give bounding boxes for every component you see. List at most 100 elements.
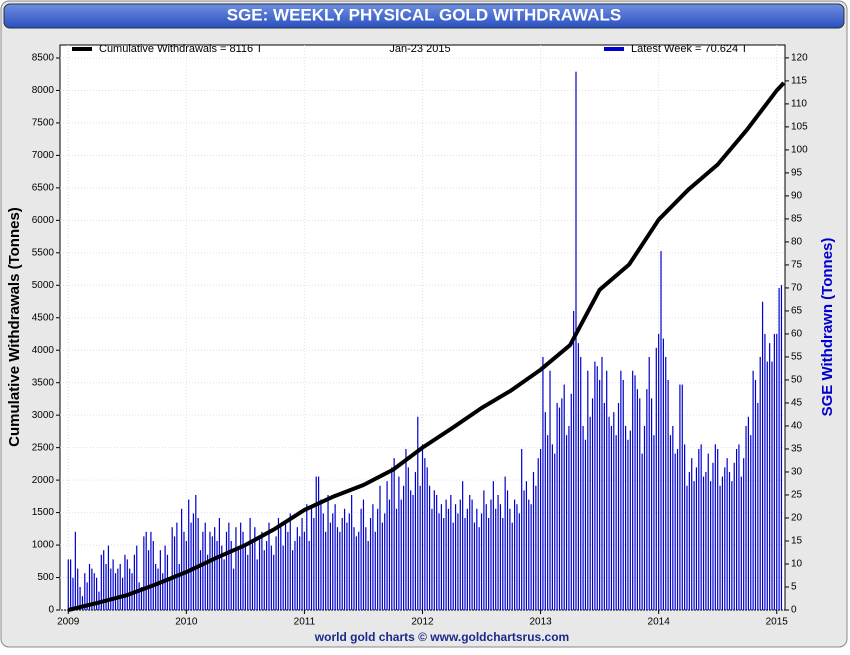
bar [549, 370, 551, 610]
bar [646, 389, 648, 610]
bar [431, 508, 433, 610]
bar [199, 550, 202, 610]
bar [516, 504, 518, 610]
bar [67, 559, 69, 610]
bar [327, 494, 329, 610]
bar [294, 540, 296, 610]
bar [152, 540, 154, 610]
bar [518, 513, 520, 610]
bar [70, 559, 72, 610]
bar [556, 402, 558, 610]
bar [780, 285, 783, 610]
bar [712, 462, 714, 610]
bar [530, 504, 532, 610]
bar [145, 531, 147, 610]
bar [771, 361, 773, 610]
bar [126, 559, 128, 610]
bar [424, 458, 426, 610]
bar [315, 476, 317, 610]
y-tick-label: 500 [37, 572, 54, 583]
y-tick-label: 8500 [32, 53, 55, 64]
bar [216, 540, 218, 610]
chart-title: SGE: WEEKLY PHYSICAL GOLD WITHDRAWALS [227, 5, 622, 24]
y-tick-label: 1500 [32, 507, 55, 518]
bar [632, 370, 634, 610]
y-tick-label: 7500 [32, 118, 55, 129]
bar [544, 412, 546, 610]
bar [103, 550, 105, 610]
bar [627, 439, 629, 610]
bar [235, 527, 237, 610]
bar [169, 577, 171, 610]
bar [558, 407, 561, 610]
bar [275, 536, 277, 610]
bar [93, 573, 95, 610]
bar [334, 504, 336, 610]
bar [358, 531, 360, 610]
bar [114, 573, 117, 610]
bar [648, 356, 650, 610]
bar [117, 568, 119, 610]
bar [766, 361, 768, 610]
bar [254, 527, 256, 610]
bar [700, 444, 702, 610]
y2-tick-label: 0 [791, 605, 797, 616]
y2-tick-label: 30 [791, 467, 803, 478]
bar [403, 485, 405, 610]
bar [247, 554, 249, 610]
bar [270, 545, 272, 610]
bar [178, 563, 180, 610]
bar [740, 476, 742, 610]
bar [705, 471, 707, 610]
bar [237, 550, 239, 610]
y2-tick-label: 35 [791, 444, 803, 455]
bar [204, 522, 206, 610]
bar [138, 582, 140, 610]
cumulative-line [67, 81, 786, 612]
bar [584, 439, 587, 610]
bar [743, 458, 745, 610]
bar [575, 71, 577, 610]
bar [386, 481, 388, 610]
bar [192, 513, 195, 610]
bar [261, 531, 263, 610]
bar [110, 568, 112, 610]
x-tick-label: 2014 [648, 617, 671, 628]
y-tick-label: 2500 [32, 442, 55, 453]
bar [353, 527, 355, 610]
bar [539, 448, 542, 610]
y-tick-label: 5500 [32, 247, 55, 258]
bar [747, 416, 749, 610]
bar [589, 416, 591, 610]
bar [691, 458, 693, 610]
bar [662, 338, 664, 610]
bar [121, 577, 124, 610]
bar [702, 476, 705, 610]
y2-tick-label: 110 [791, 99, 807, 110]
y2-tick-label: 80 [791, 237, 803, 248]
bar [724, 467, 726, 610]
bar [719, 485, 721, 610]
bar [162, 573, 164, 610]
bar [329, 522, 331, 610]
bar [565, 435, 568, 610]
bar [462, 481, 464, 610]
bar [360, 508, 362, 610]
bar [395, 508, 398, 610]
bar [506, 490, 509, 610]
bar [310, 508, 313, 610]
bar [355, 536, 357, 610]
bar [258, 536, 261, 610]
bar [492, 481, 494, 610]
bar [693, 481, 695, 610]
y-tick-label: 6000 [32, 215, 55, 226]
bar [769, 343, 771, 610]
y2-tick-label: 25 [791, 490, 803, 501]
bar [728, 471, 731, 610]
bar [173, 536, 176, 610]
y2-tick-label: 115 [791, 76, 807, 87]
y2-tick-label: 120 [791, 53, 808, 64]
y2-tick-label: 5 [791, 582, 797, 593]
bar [485, 504, 487, 610]
bar [752, 370, 754, 610]
